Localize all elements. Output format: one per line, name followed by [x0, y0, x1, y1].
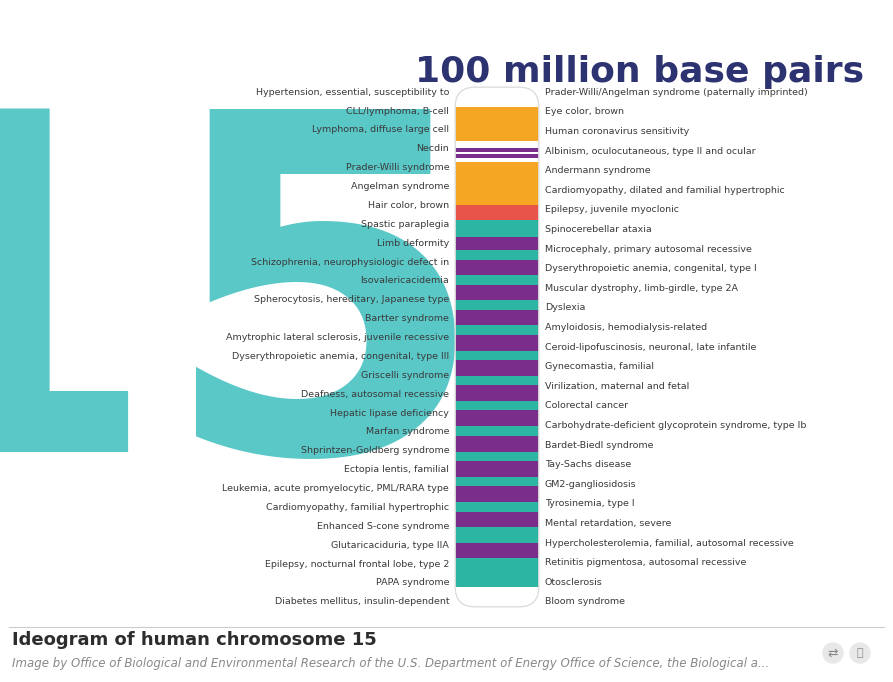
Text: Griscelli syndrome: Griscelli syndrome	[361, 371, 449, 380]
Text: Cardiomyopathy, familial hypertrophic: Cardiomyopathy, familial hypertrophic	[266, 503, 449, 512]
Text: Image by Office of Biological and Environmental Research of the U.S. Department : Image by Office of Biological and Enviro…	[12, 657, 769, 670]
Text: Dyslexia: Dyslexia	[545, 303, 585, 312]
Text: Spastic paraplegia: Spastic paraplegia	[361, 220, 449, 229]
Bar	[455, 325, 538, 335]
Text: Limb deformity: Limb deformity	[377, 239, 449, 248]
Bar	[455, 275, 538, 284]
Bar	[455, 310, 538, 325]
Bar	[455, 512, 538, 527]
Text: Prader-Willi syndrome: Prader-Willi syndrome	[346, 163, 449, 172]
Text: Gynecomastia, familial: Gynecomastia, familial	[545, 362, 654, 371]
Text: Hypertension, essential, susceptibility to: Hypertension, essential, susceptibility …	[255, 88, 449, 97]
Bar	[455, 558, 538, 587]
Text: Hair color, brown: Hair color, brown	[368, 201, 449, 210]
Bar	[455, 527, 538, 543]
Bar	[455, 300, 538, 310]
Text: Epilepsy, juvenile myoclonic: Epilepsy, juvenile myoclonic	[545, 205, 679, 214]
Text: Ectopia lentis, familial: Ectopia lentis, familial	[345, 465, 449, 474]
Bar	[455, 148, 538, 151]
Bar	[455, 426, 538, 436]
Text: Cardiomyopathy, dilated and familial hypertrophic: Cardiomyopathy, dilated and familial hyp…	[545, 186, 785, 194]
Text: Amyloidosis, hemodialysis-related: Amyloidosis, hemodialysis-related	[545, 323, 707, 332]
Text: Muscular dystrophy, limb-girdle, type 2A: Muscular dystrophy, limb-girdle, type 2A	[545, 284, 738, 293]
Bar	[455, 250, 538, 260]
Bar	[455, 107, 538, 140]
Text: Bardet-Biedl syndrome: Bardet-Biedl syndrome	[545, 441, 654, 449]
Text: Leukemia, acute promyelocytic, PML/RARA type: Leukemia, acute promyelocytic, PML/RARA …	[222, 484, 449, 493]
Bar	[455, 401, 538, 411]
Text: ⛶: ⛶	[856, 648, 864, 658]
Circle shape	[823, 643, 843, 663]
Text: Carbohydrate-deficient glycoprotein syndrome, type Ib: Carbohydrate-deficient glycoprotein synd…	[545, 421, 806, 430]
Text: Bloom syndrome: Bloom syndrome	[545, 597, 625, 606]
Text: Mental retardation, severe: Mental retardation, severe	[545, 519, 672, 528]
Text: Prader-Willi/Angelman syndrome (paternally imprinted): Prader-Willi/Angelman syndrome (paternal…	[545, 88, 807, 97]
Bar	[455, 486, 538, 502]
Bar	[455, 361, 538, 376]
Text: 100 million base pairs: 100 million base pairs	[415, 55, 864, 89]
Text: Epilepsy, nocturnal frontal lobe, type 2: Epilepsy, nocturnal frontal lobe, type 2	[265, 559, 449, 569]
Text: Amytrophic lateral sclerosis, juvenile recessive: Amytrophic lateral sclerosis, juvenile r…	[226, 333, 449, 342]
Bar	[455, 351, 538, 361]
Text: Hepatic lipase deficiency: Hepatic lipase deficiency	[330, 409, 449, 417]
Bar	[455, 205, 538, 220]
Bar	[455, 502, 538, 512]
Text: Albinism, oculocutaneous, type II and ocular: Albinism, oculocutaneous, type II and oc…	[545, 147, 755, 155]
FancyBboxPatch shape	[455, 87, 538, 607]
Bar	[455, 284, 538, 300]
Bar	[455, 376, 538, 385]
Bar	[455, 411, 538, 426]
Text: Tyrosinemia, type I: Tyrosinemia, type I	[545, 499, 634, 508]
Bar	[455, 461, 538, 477]
Bar	[455, 162, 538, 205]
Text: Retinitis pigmentosa, autosomal recessive: Retinitis pigmentosa, autosomal recessiv…	[545, 558, 747, 567]
Text: Isovalericacidemia: Isovalericacidemia	[361, 276, 449, 286]
Text: Schizophrenia, neurophysiologic defect in: Schizophrenia, neurophysiologic defect i…	[251, 258, 449, 267]
Bar	[455, 260, 538, 275]
Text: Dyserythropoietic anemia, congenital, type I: Dyserythropoietic anemia, congenital, ty…	[545, 264, 756, 273]
Bar	[455, 543, 538, 558]
Text: Human coronavirus sensitivity: Human coronavirus sensitivity	[545, 127, 689, 136]
Text: Tay-Sachs disease: Tay-Sachs disease	[545, 460, 631, 469]
Text: Diabetes mellitus, insulin-dependent: Diabetes mellitus, insulin-dependent	[274, 597, 449, 606]
Bar	[455, 436, 538, 451]
Text: Otosclerosis: Otosclerosis	[545, 578, 603, 587]
Text: Enhanced S-cone syndrome: Enhanced S-cone syndrome	[317, 522, 449, 531]
Text: Bartter syndrome: Bartter syndrome	[365, 314, 449, 323]
Text: Virilization, maternal and fetal: Virilization, maternal and fetal	[545, 382, 689, 391]
Text: Ceroid-lipofuscinosis, neuronal, late infantile: Ceroid-lipofuscinosis, neuronal, late in…	[545, 342, 756, 351]
Text: Deafness, autosomal recessive: Deafness, autosomal recessive	[301, 389, 449, 399]
Text: GM2-gangliosidosis: GM2-gangliosidosis	[545, 479, 637, 489]
Text: 15: 15	[0, 94, 488, 550]
Bar	[455, 451, 538, 461]
Text: Necdin: Necdin	[416, 145, 449, 153]
Circle shape	[850, 643, 870, 663]
Bar	[455, 477, 538, 486]
Bar	[455, 335, 538, 351]
Bar	[455, 154, 538, 158]
Text: Dyserythropoietic anemia, congenital, type III: Dyserythropoietic anemia, congenital, ty…	[232, 352, 449, 361]
Text: CLL/lymphoma, B-cell: CLL/lymphoma, B-cell	[346, 106, 449, 115]
Text: Spherocytosis, hereditary, Japanese type: Spherocytosis, hereditary, Japanese type	[254, 295, 449, 304]
Text: Lymphoma, diffuse large cell: Lymphoma, diffuse large cell	[313, 125, 449, 134]
Text: ⇄: ⇄	[828, 647, 839, 659]
Text: Marfan syndrome: Marfan syndrome	[366, 428, 449, 436]
Text: Glutaricaciduria, type IIA: Glutaricaciduria, type IIA	[331, 541, 449, 550]
Text: Spinocerebellar ataxia: Spinocerebellar ataxia	[545, 225, 652, 234]
Bar	[455, 220, 538, 237]
Text: Microcephaly, primary autosomal recessive: Microcephaly, primary autosomal recessiv…	[545, 245, 752, 254]
Bar	[455, 237, 538, 250]
Text: Ideogram of human chromosome 15: Ideogram of human chromosome 15	[12, 631, 377, 649]
Bar	[455, 385, 538, 401]
Text: Andermann syndrome: Andermann syndrome	[545, 166, 650, 175]
Text: Colorectal cancer: Colorectal cancer	[545, 401, 628, 411]
Text: Eye color, brown: Eye color, brown	[545, 107, 624, 117]
Text: Hypercholesterolemia, familial, autosomal recessive: Hypercholesterolemia, familial, autosoma…	[545, 539, 794, 548]
Text: Shprintzen-Goldberg syndrome: Shprintzen-Goldberg syndrome	[301, 446, 449, 456]
Text: PAPA syndrome: PAPA syndrome	[376, 578, 449, 587]
Text: Angelman syndrome: Angelman syndrome	[351, 182, 449, 191]
